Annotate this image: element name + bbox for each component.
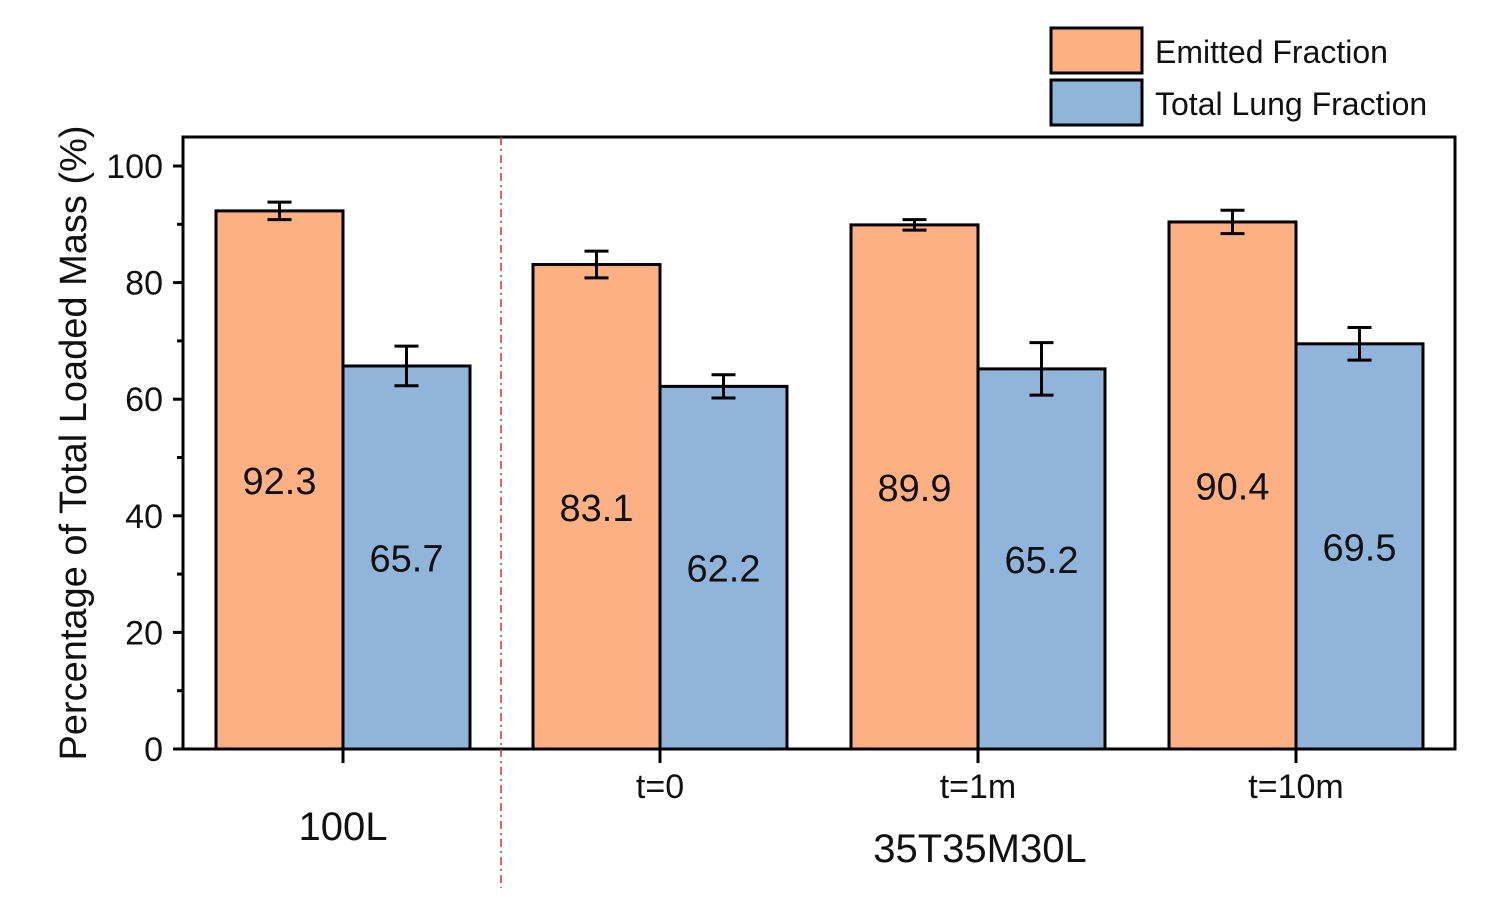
y-tick-label-1: 20 (125, 614, 163, 652)
legend-swatch-0 (1049, 26, 1144, 75)
group-label-0: 100L (299, 805, 388, 849)
x-tick-label-3: t=10m (1248, 768, 1343, 806)
bar-emitted-0 (214, 209, 345, 751)
x-tick-label-1: t=0 (636, 768, 684, 806)
data-label-1-0: 65.7 (370, 538, 444, 580)
y-tick-label-3: 60 (125, 381, 163, 419)
data-label-1-2: 65.2 (1005, 540, 1079, 582)
data-label-1-3: 69.5 (1323, 527, 1397, 569)
x-tick-label-2: t=1m (940, 768, 1017, 806)
legend-label-1: Total Lung Fraction (1155, 86, 1427, 122)
y-axis-title: Percentage of Total Loaded Mass (%) (53, 125, 95, 760)
y-tick-label-5: 100 (106, 148, 163, 186)
data-label-0-0: 92.3 (243, 461, 317, 503)
plot-frame (181, 135, 1457, 751)
y-tick-label-4: 80 (125, 265, 163, 303)
y-tick-label-2: 40 (125, 498, 163, 536)
group-label-1: 35T35M30L (873, 827, 1086, 871)
bar-lung-0 (341, 364, 472, 751)
legend-swatch-1 (1049, 78, 1144, 127)
data-label-1-1: 62.2 (687, 549, 761, 591)
y-tick-label-0: 0 (144, 731, 163, 769)
data-label-0-1: 83.1 (560, 488, 634, 530)
legend-label-0: Emitted Fraction (1155, 34, 1388, 70)
bar-lung-3 (1294, 342, 1425, 751)
data-label-0-3: 90.4 (1196, 466, 1270, 508)
data-label-0-2: 89.9 (878, 468, 952, 510)
bar-lung-1 (658, 384, 789, 751)
